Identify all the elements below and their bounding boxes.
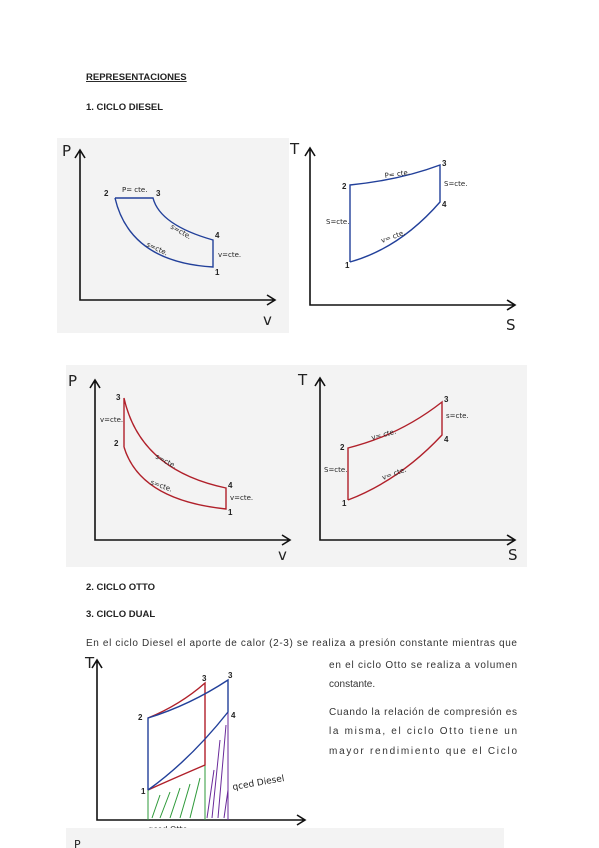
axis-label: v	[263, 311, 272, 329]
point-label: 1	[215, 268, 220, 277]
axis-label: T	[84, 654, 95, 672]
process-label: S=cte.	[324, 466, 347, 474]
axis-label: P	[62, 142, 71, 160]
axis-label: T	[297, 371, 308, 389]
axis-label: P	[74, 838, 81, 848]
axis-label: P	[68, 372, 77, 390]
process-label: S=cte.	[326, 218, 349, 226]
point-label: 3	[156, 189, 161, 198]
process-label: P= cte.	[384, 169, 410, 180]
point-label: 3	[442, 159, 447, 168]
point-label: 2	[138, 713, 143, 722]
paragraph-line: la misma, el ciclo Otto tiene un	[329, 726, 517, 737]
paragraph-line: mayor rendimiento que el Ciclo	[329, 746, 517, 757]
axis-label: T	[289, 140, 300, 158]
diagram: T S 2 3 4 1 P= cte. S=cte. S=cte. v= cte…	[289, 140, 517, 334]
point-label: 4	[215, 231, 220, 240]
point-label: 2	[340, 443, 345, 452]
diagram: P v 2 3 4 1 P= cte. s=cte. s=cte. v=cte.	[57, 138, 289, 333]
axis-label: v	[278, 546, 287, 564]
diagram: P v 3 2 4 1 v=cte. s=cte. s=cte. v=cte.	[66, 365, 300, 567]
point-label: 1	[141, 787, 146, 796]
point-label: 3	[116, 393, 121, 402]
point-label: 2	[104, 189, 109, 198]
diagram: T S 2 3 4 1 v= cte. s=cte. S=cte. v= cte…	[297, 365, 527, 567]
paragraph-line: en el ciclo Otto se realiza a volumen	[329, 660, 517, 671]
paragraph-line: En el ciclo Diesel el aporte de calor (2…	[86, 638, 517, 649]
point-label: 3	[444, 395, 449, 404]
axis-label: S	[508, 546, 518, 564]
section-title: 3. CICLO DUAL	[86, 609, 155, 620]
paragraph-line: Cuando la relación de compresión es	[329, 707, 517, 718]
process-label: P= cte.	[122, 186, 147, 194]
process-label: v=cte.	[100, 416, 123, 424]
process-label: s=cte.	[446, 412, 469, 420]
point-label: 3	[202, 674, 207, 683]
point-label: 2	[342, 182, 347, 191]
process-label: S=cte.	[444, 180, 467, 188]
point-label: 4	[444, 435, 449, 444]
heat-label: qced Diesel	[232, 774, 285, 793]
process-label: v=cte.	[218, 251, 241, 259]
point-label: 1	[342, 499, 347, 508]
process-label: v=cte.	[230, 494, 253, 502]
point-label: 1	[345, 261, 350, 270]
point-label: 4	[442, 200, 447, 209]
point-label: 2	[114, 439, 119, 448]
section-title: 2. CICLO OTTO	[86, 582, 155, 593]
point-label: 4	[228, 481, 233, 490]
heading: REPRESENTACIONES	[86, 72, 187, 83]
axis-label: S	[506, 316, 516, 334]
point-label: 4	[231, 711, 236, 720]
point-label: 1	[228, 508, 233, 517]
paragraph-line: constante.	[329, 679, 375, 690]
section-title: 1. CICLO DIESEL	[86, 102, 163, 113]
point-label: 3	[228, 671, 233, 680]
diagram: T S 2 3 3 4 1 qced Diesel qced Otto	[84, 654, 308, 847]
